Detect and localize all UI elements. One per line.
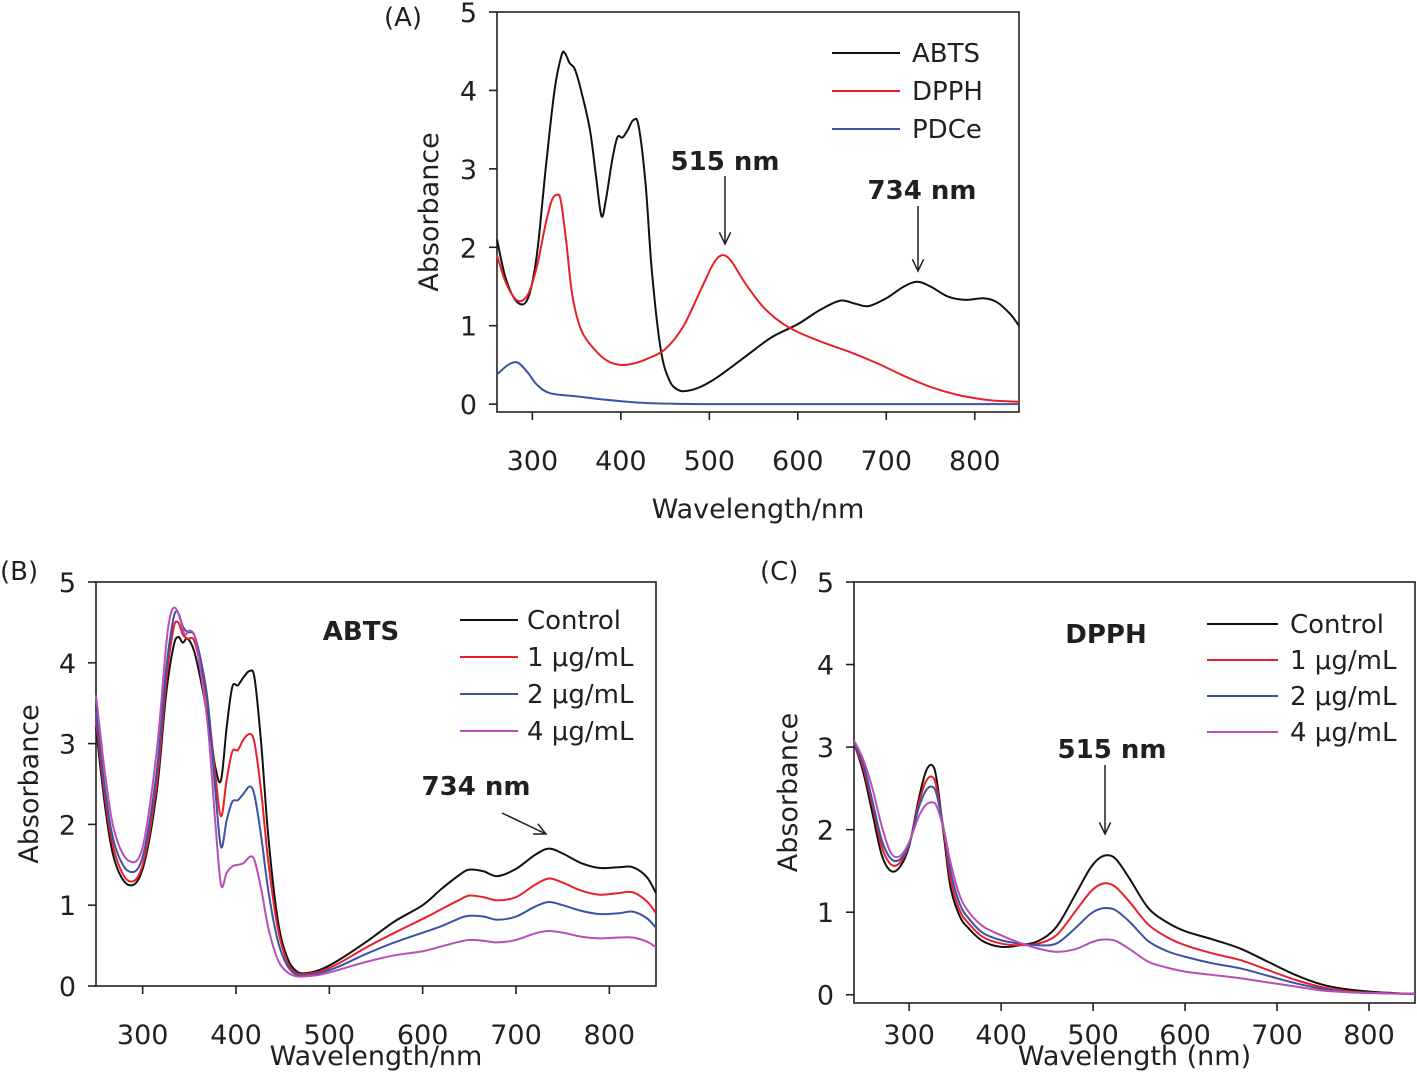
y-tick-label: 3 (59, 730, 76, 761)
y-tick-label: 4 (460, 76, 477, 107)
x-tick-label: 500 (304, 1020, 356, 1051)
legend-label: 1 μg/mL (1290, 646, 1397, 676)
panel-label: (B) (0, 557, 38, 587)
legend-label: DPPH (912, 77, 983, 107)
series-line-control (95, 635, 657, 975)
y-tick-label: 1 (817, 898, 834, 929)
y-tick-label: 2 (460, 233, 477, 264)
legend-label: 4 μg/mL (527, 717, 634, 747)
x-axis-label: Wavelength (nm) (1018, 1041, 1251, 1072)
arrow-head-icon (532, 823, 548, 835)
x-tick-label: 800 (949, 446, 1001, 477)
panel-b: 0 1 2 3 4 5 300 400 500 600 700 800 Wavelength/nm Abs… (0, 557, 657, 1072)
inset-label: ABTS (323, 617, 399, 647)
legend-label: 2 μg/mL (527, 680, 634, 710)
y-axis-label: Absorbance (773, 713, 804, 873)
series-line-1-g-ml (853, 742, 1416, 995)
annotation-label: 734 nm (868, 176, 977, 206)
legend-label: 4 μg/mL (1290, 718, 1397, 748)
plot-frame (496, 11, 1020, 413)
y-tick-label: 3 (460, 155, 477, 186)
y-tick-label: 5 (460, 0, 477, 29)
annotation-label: 734 nm (422, 772, 531, 802)
series-line-2-g-ml (95, 610, 657, 977)
y-tick-label: 3 (817, 733, 834, 764)
annotation-label: 515 nm (1058, 735, 1167, 765)
series-line-4-g-ml (95, 606, 657, 978)
legend-label: 1 μg/mL (527, 643, 634, 673)
x-tick-label: 500 (684, 446, 736, 477)
panel-label: (A) (384, 3, 422, 33)
x-tick-label: 300 (117, 1020, 169, 1051)
y-tick-label: 0 (59, 972, 76, 1003)
x-tick-label: 300 (883, 1020, 935, 1051)
series-line-pdce (496, 361, 1019, 406)
y-axis-label: Absorbance (14, 704, 45, 864)
y-tick-label: 2 (817, 816, 834, 847)
panel-c: 0 1 2 3 4 5 300 400 500 600 700 800 Wavelength (nm) A… (760, 557, 1416, 1072)
x-tick-label: 700 (490, 1020, 542, 1051)
panel-label: (C) (760, 557, 798, 587)
x-tick-label: 800 (1343, 1020, 1395, 1051)
x-tick-label: 600 (397, 1020, 449, 1051)
series-line-abts (496, 50, 1020, 393)
x-tick-label: 600 (1159, 1020, 1211, 1051)
annotation-label: 515 nm (671, 147, 780, 177)
y-tick-label: 4 (59, 649, 76, 680)
legend-label: ABTS (912, 39, 980, 69)
plot-frame (95, 581, 657, 987)
legend-label: Control (1290, 610, 1384, 640)
x-tick-label: 700 (861, 446, 913, 477)
x-tick-label: 800 (584, 1020, 636, 1051)
panel-a: 0 1 2 3 4 5 300 400 500 600 700 800 Wavelength/nm Abs… (384, 0, 1020, 525)
y-tick-label: 0 (817, 981, 834, 1012)
x-tick-label: 500 (1067, 1020, 1119, 1051)
plot-frame (853, 581, 1416, 1004)
series-line-control (853, 742, 1416, 995)
annotation-arrow (501, 812, 547, 835)
y-axis-label: Absorbance (414, 132, 445, 292)
series-line-dpph (496, 193, 1020, 403)
legend-label: PDCe (912, 115, 982, 145)
legend-label: Control (527, 606, 621, 636)
y-tick-label: 5 (817, 568, 834, 599)
x-tick-label: 300 (507, 446, 559, 477)
x-axis-label: Wavelength/nm (270, 1041, 483, 1072)
y-tick-label: 0 (460, 390, 477, 421)
inset-label: DPPH (1065, 620, 1146, 650)
x-tick-label: 700 (1251, 1020, 1303, 1051)
y-tick-label: 4 (817, 651, 834, 682)
arrow-head-icon (911, 258, 925, 273)
legend-label: 2 μg/mL (1290, 682, 1397, 712)
series-line-1-g-ml (95, 620, 657, 976)
y-tick-label: 2 (59, 810, 76, 841)
x-axis-label: Wavelength/nm (652, 494, 865, 525)
arrow-head-icon (1098, 821, 1112, 836)
y-tick-label: 1 (59, 891, 76, 922)
arrow-head-icon (718, 231, 732, 246)
series-line-2-g-ml (853, 742, 1416, 995)
y-tick-label: 1 (460, 312, 477, 343)
x-tick-label: 600 (772, 446, 824, 477)
y-tick-label: 5 (59, 568, 76, 599)
x-tick-label: 400 (975, 1020, 1027, 1051)
x-tick-label: 400 (210, 1020, 262, 1051)
series-line-4-g-ml (853, 740, 1416, 995)
x-tick-label: 400 (595, 446, 647, 477)
